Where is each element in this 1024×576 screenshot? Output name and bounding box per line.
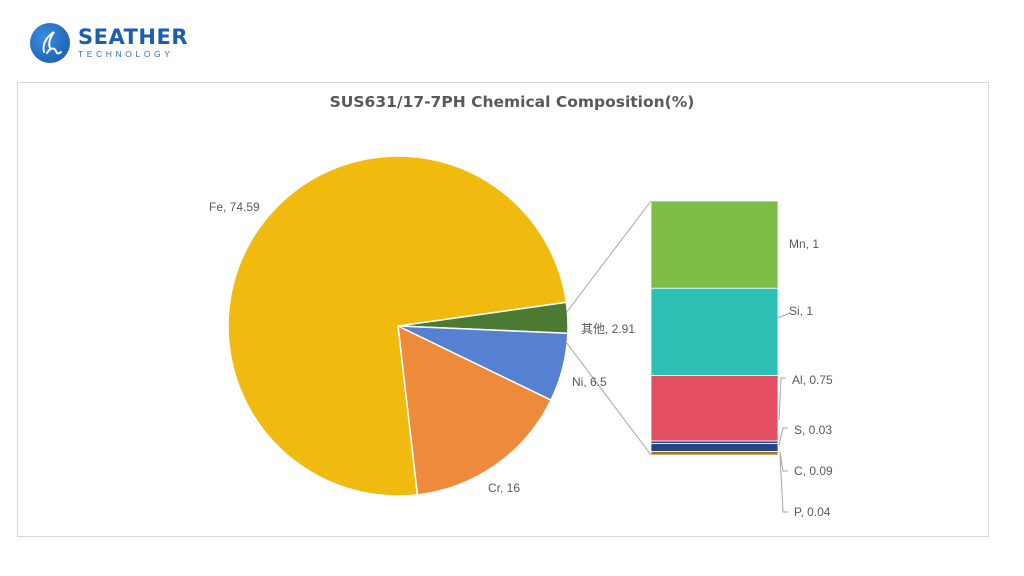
label-p: P, 0.04 <box>794 505 831 519</box>
bar-segment-Si <box>650 287 779 376</box>
breakdown-bar <box>650 200 779 456</box>
connector-lines <box>565 200 791 513</box>
label-al: Al, 0.75 <box>792 373 833 387</box>
bar-segment-P <box>650 451 779 456</box>
label-s: S, 0.03 <box>794 423 833 437</box>
bar-segment-Al <box>650 375 779 442</box>
label-mn: Mn, 1 <box>789 237 820 251</box>
brand-name: SEATHER <box>78 25 189 49</box>
chart-title: SUS631/17-7PH Chemical Composition(%) <box>329 93 695 111</box>
chart-frame <box>17 82 989 537</box>
label-other: 其他, 2.91 <box>581 322 636 336</box>
pie <box>227 155 569 497</box>
label-ni: Ni, 6.5 <box>572 375 607 389</box>
label-si: Si, 1 <box>789 304 814 318</box>
label-fe: Fe, 74.59 <box>209 200 260 214</box>
brand-subtitle: TECHNOLOGY <box>78 49 174 59</box>
pie-slice-Cr <box>397 324 552 496</box>
label-cr: Cr, 16 <box>488 481 521 495</box>
bar-segment-Mn <box>650 200 779 289</box>
logo-mark-icon <box>30 23 70 63</box>
bar-segment-C <box>650 443 779 452</box>
brand-logo: SEATHER TECHNOLOGY <box>30 23 188 63</box>
label-c: C, 0.09 <box>794 464 833 478</box>
pie-slice-Fe <box>227 155 568 497</box>
